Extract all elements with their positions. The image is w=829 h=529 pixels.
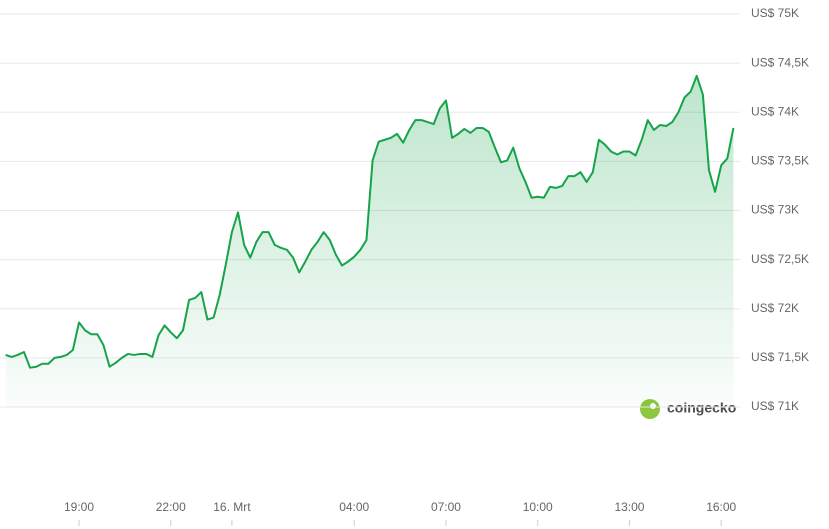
x-tick-label: 22:00 [156, 500, 186, 514]
y-tick-label: US$ 75K [751, 6, 799, 20]
y-tick-label: US$ 72,5K [751, 252, 809, 266]
x-tick-label: 13:00 [614, 500, 644, 514]
x-tick-label: 07:00 [431, 500, 461, 514]
y-tick-label: US$ 72K [751, 301, 799, 315]
y-tick-label: US$ 71K [751, 399, 799, 413]
x-tick-label: 16. Mrt [213, 500, 251, 514]
y-tick-label: US$ 73K [751, 203, 799, 217]
area-fill [5, 75, 734, 408]
y-tick-label: US$ 74K [751, 104, 799, 118]
price-line [5, 74, 735, 369]
y-tick-label: US$ 74,5K [751, 55, 809, 69]
x-tick-label: 10:00 [523, 500, 553, 514]
y-tick-label: US$ 71,5K [751, 350, 809, 364]
x-tick-label: 16:00 [706, 500, 736, 514]
y-tick-label: US$ 73,5K [751, 154, 809, 168]
x-tick-label: 04:00 [339, 500, 369, 514]
x-tick-label: 19:00 [64, 500, 94, 514]
